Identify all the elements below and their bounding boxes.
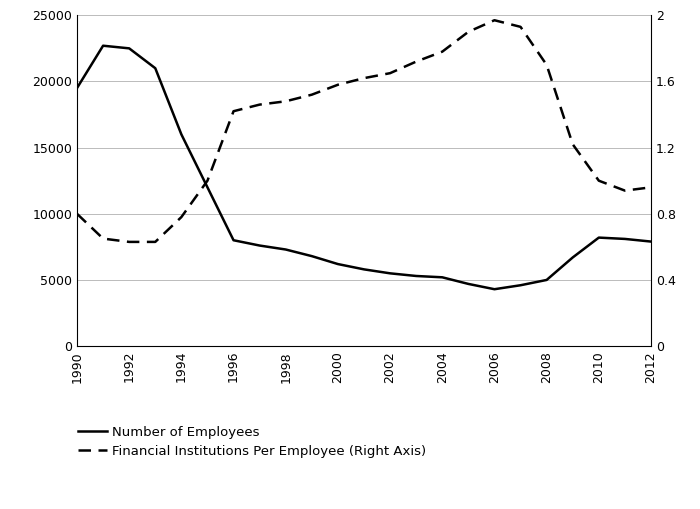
Financial Institutions Per Employee (Right Axis) [412,59,421,65]
Financial Institutions Per Employee (Right Axis) [281,98,290,104]
Financial Institutions Per Employee (Right Axis) [334,82,342,88]
Number of Employees [203,184,211,190]
Financial Institutions Per Employee (Right Axis) [256,102,264,108]
Number of Employees [464,281,473,287]
Financial Institutions Per Employee (Right Axis) [386,70,394,76]
Number of Employees [334,261,342,267]
Number of Employees [490,286,498,292]
Financial Institutions Per Employee (Right Axis) [438,49,447,55]
Number of Employees [542,277,551,283]
Financial Institutions Per Employee (Right Axis) [99,236,107,242]
Financial Institutions Per Employee (Right Axis) [177,214,186,220]
Number of Employees [386,270,394,276]
Number of Employees [568,254,577,261]
Number of Employees [256,242,264,248]
Financial Institutions Per Employee (Right Axis) [568,142,577,148]
Financial Institutions Per Employee (Right Axis) [125,239,134,245]
Number of Employees [412,273,421,279]
Financial Institutions Per Employee (Right Axis) [360,75,368,81]
Financial Institutions Per Employee (Right Axis) [464,29,473,35]
Financial Institutions Per Employee (Right Axis) [621,188,629,194]
Number of Employees [281,246,290,252]
Financial Institutions Per Employee (Right Axis) [542,62,551,68]
Legend: Number of Employees, Financial Institutions Per Employee (Right Axis): Number of Employees, Financial Instituti… [78,426,426,458]
Number of Employees [438,274,447,280]
Financial Institutions Per Employee (Right Axis) [307,92,316,98]
Financial Institutions Per Employee (Right Axis) [594,178,603,184]
Financial Institutions Per Employee (Right Axis) [230,108,238,115]
Number of Employees [360,266,368,272]
Line: Financial Institutions Per Employee (Right Axis): Financial Institutions Per Employee (Rig… [77,20,651,242]
Number of Employees [73,85,81,91]
Financial Institutions Per Employee (Right Axis) [490,17,498,23]
Number of Employees [99,43,107,49]
Financial Institutions Per Employee (Right Axis) [151,239,160,245]
Number of Employees [230,237,238,243]
Number of Employees [125,45,134,51]
Financial Institutions Per Employee (Right Axis) [203,178,211,184]
Line: Number of Employees: Number of Employees [77,46,651,289]
Number of Employees [307,253,316,259]
Number of Employees [647,239,655,245]
Financial Institutions Per Employee (Right Axis) [73,211,81,217]
Number of Employees [621,236,629,242]
Number of Employees [594,235,603,241]
Number of Employees [517,282,525,288]
Number of Employees [151,65,160,71]
Financial Institutions Per Employee (Right Axis) [647,184,655,190]
Number of Employees [177,131,186,137]
Financial Institutions Per Employee (Right Axis) [517,24,525,30]
